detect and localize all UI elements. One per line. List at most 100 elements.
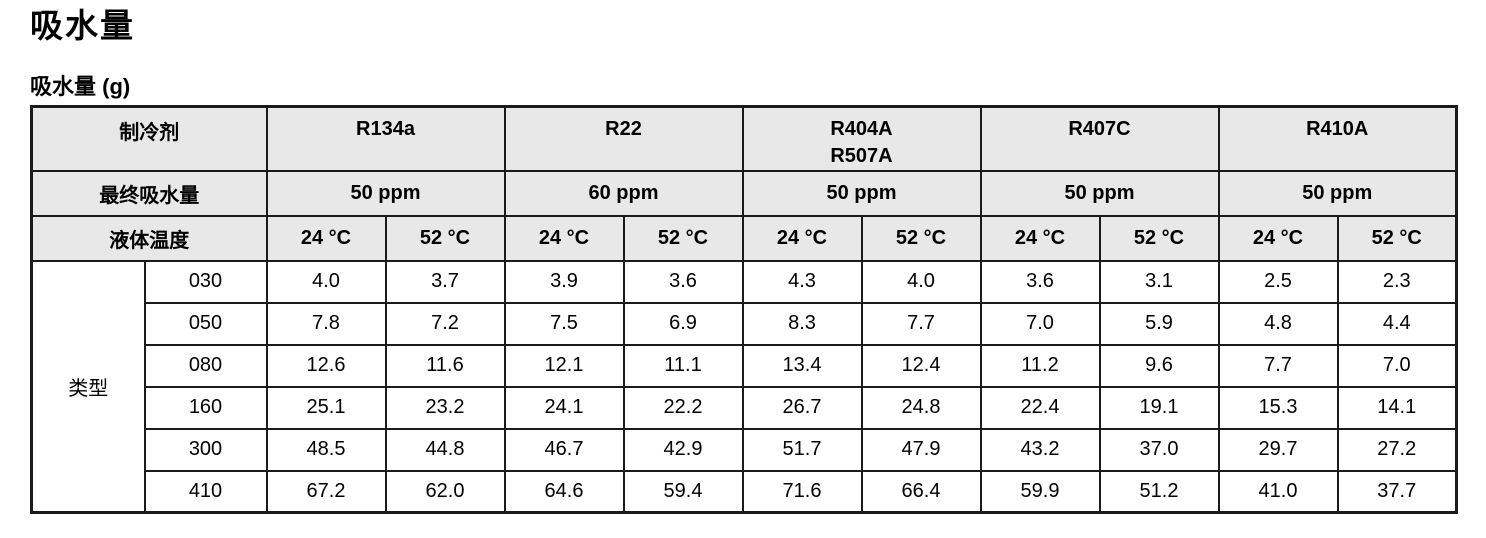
header-row-final-absorption: 最终吸水量 50 ppm 60 ppm 50 ppm 50 ppm 50 ppm: [30, 169, 1458, 217]
value-cell: 5.9: [1098, 301, 1220, 346]
value-cell: 3.6: [622, 259, 744, 304]
value-cell: 15.3: [1217, 385, 1339, 430]
ppm-value-cell: 50 ppm: [265, 169, 506, 217]
value-cell: 4.0: [860, 259, 982, 304]
temp-header-cell: 24 °C: [741, 214, 863, 262]
data-row-410: 410 67.2 62.0 64.6 59.4 71.6 66.4 59.9 5…: [32, 469, 1458, 514]
temp-header-cell: 24 °C: [503, 214, 625, 262]
value-cell: 22.2: [622, 385, 744, 430]
data-row-080: 080 12.6 11.6 12.1 11.1 13.4 12.4 11.2 9…: [32, 343, 1458, 388]
page-title: 吸水量: [30, 7, 135, 44]
value-cell: 71.6: [741, 469, 863, 514]
temp-header-cell: 52 °C: [1098, 214, 1220, 262]
header-row-refrigerant: 制冷剂 R134a R22 R404A R507A R407C R410A: [30, 105, 1458, 172]
value-cell: 2.3: [1336, 259, 1458, 304]
value-cell: 19.1: [1098, 385, 1220, 430]
value-cell: 59.4: [622, 469, 744, 514]
value-cell: 9.6: [1098, 343, 1220, 388]
value-cell: 3.9: [503, 259, 625, 304]
value-cell: 13.4: [741, 343, 863, 388]
value-cell: 66.4: [860, 469, 982, 514]
ppm-value-cell: 50 ppm: [979, 169, 1220, 217]
value-cell: 37.0: [1098, 427, 1220, 472]
value-cell: 7.7: [860, 301, 982, 346]
data-row-160: 160 25.1 23.2 24.1 22.2 26.7 24.8 22.4 1…: [32, 385, 1458, 430]
value-cell: 11.6: [384, 343, 506, 388]
refrigerant-name: R22: [605, 117, 642, 140]
value-cell: 3.7: [384, 259, 506, 304]
refrigerant-name-line2: R507A: [830, 144, 893, 167]
ppm-value-cell: 60 ppm: [503, 169, 744, 217]
value-cell: 51.2: [1098, 469, 1220, 514]
refrigerant-name-cell: R407C: [979, 105, 1220, 172]
value-cell: 2.5: [1217, 259, 1339, 304]
value-cell: 22.4: [979, 385, 1101, 430]
temp-header-cell: 52 °C: [622, 214, 744, 262]
temp-header-cell: 24 °C: [1217, 214, 1339, 262]
value-cell: 7.0: [979, 301, 1101, 346]
type-number-cell: 300: [143, 427, 268, 472]
temp-header-cell: 52 °C: [860, 214, 982, 262]
temp-header-cell: 52 °C: [384, 214, 506, 262]
value-cell: 7.5: [503, 301, 625, 346]
value-cell: 4.8: [1217, 301, 1339, 346]
refrigerant-name-cell: R404A R507A: [741, 105, 982, 172]
value-cell: 29.7: [1217, 427, 1339, 472]
value-cell: 43.2: [979, 427, 1101, 472]
value-cell: 47.9: [860, 427, 982, 472]
data-row-300: 300 48.5 44.8 46.7 42.9 51.7 47.9 43.2 3…: [32, 427, 1458, 472]
value-cell: 59.9: [979, 469, 1101, 514]
ppm-value-cell: 50 ppm: [1217, 169, 1458, 217]
refrigerant-name: R404A: [830, 117, 893, 140]
value-cell: 11.1: [622, 343, 744, 388]
value-cell: 7.7: [1217, 343, 1339, 388]
liquid-temp-label-cell: 液体温度: [30, 214, 268, 262]
value-cell: 24.8: [860, 385, 982, 430]
refrigerant-name-cell: R410A: [1217, 105, 1458, 172]
type-label-cell: 类型: [30, 259, 146, 514]
value-cell: 4.0: [265, 259, 387, 304]
value-cell: 42.9: [622, 427, 744, 472]
value-cell: 51.7: [741, 427, 863, 472]
value-cell: 14.1: [1336, 385, 1458, 430]
refrigerant-name: R134a: [356, 117, 415, 140]
temp-header-cell: 24 °C: [265, 214, 387, 262]
value-cell: 3.1: [1098, 259, 1220, 304]
value-cell: 8.3: [741, 301, 863, 346]
value-cell: 37.7: [1336, 469, 1458, 514]
ppm-value-cell: 50 ppm: [741, 169, 982, 217]
value-cell: 24.1: [503, 385, 625, 430]
value-cell: 27.2: [1336, 427, 1458, 472]
value-cell: 44.8: [384, 427, 506, 472]
value-cell: 46.7: [503, 427, 625, 472]
temp-header-cell: 52 °C: [1336, 214, 1458, 262]
value-cell: 67.2: [265, 469, 387, 514]
refrigerant-name: R410A: [1306, 117, 1369, 140]
type-number-cell: 030: [143, 259, 268, 304]
value-cell: 41.0: [1217, 469, 1339, 514]
table-caption: 吸水量 (g): [30, 73, 131, 99]
header-row-liquid-temp: 液体温度 24 °C 52 °C 24 °C 52 °C 24 °C 52 °C…: [30, 214, 1458, 262]
temp-header-cell: 24 °C: [979, 214, 1101, 262]
value-cell: 26.7: [741, 385, 863, 430]
refrigerant-name: R407C: [1068, 117, 1131, 140]
data-row-030: 类型 030 4.0 3.7 3.9 3.6 4.3 4.0 3.6 3.1 2…: [30, 259, 1458, 514]
refrigerant-name-cell: R134a: [265, 105, 506, 172]
refrigerant-name-cell: R22: [503, 105, 744, 172]
type-number-cell: 050: [143, 301, 268, 346]
refrigerant-label-cell: 制冷剂: [30, 105, 268, 172]
water-absorption-table: 制冷剂 R134a R22 R404A R507A R407C R410A: [30, 104, 1458, 515]
value-cell: 23.2: [384, 385, 506, 430]
value-cell: 3.6: [979, 259, 1101, 304]
type-number-cell: 410: [143, 469, 268, 514]
value-cell: 7.2: [384, 301, 506, 346]
final-absorption-label-cell: 最终吸水量: [30, 169, 268, 217]
data-row-050: 050 7.8 7.2 7.5 6.9 8.3 7.7 7.0 5.9 4.8 …: [32, 301, 1458, 346]
value-cell: 25.1: [265, 385, 387, 430]
value-cell: 12.1: [503, 343, 625, 388]
type-number-cell: 160: [143, 385, 268, 430]
value-cell: 11.2: [979, 343, 1101, 388]
value-cell: 4.4: [1336, 301, 1458, 346]
value-cell: 6.9: [622, 301, 744, 346]
